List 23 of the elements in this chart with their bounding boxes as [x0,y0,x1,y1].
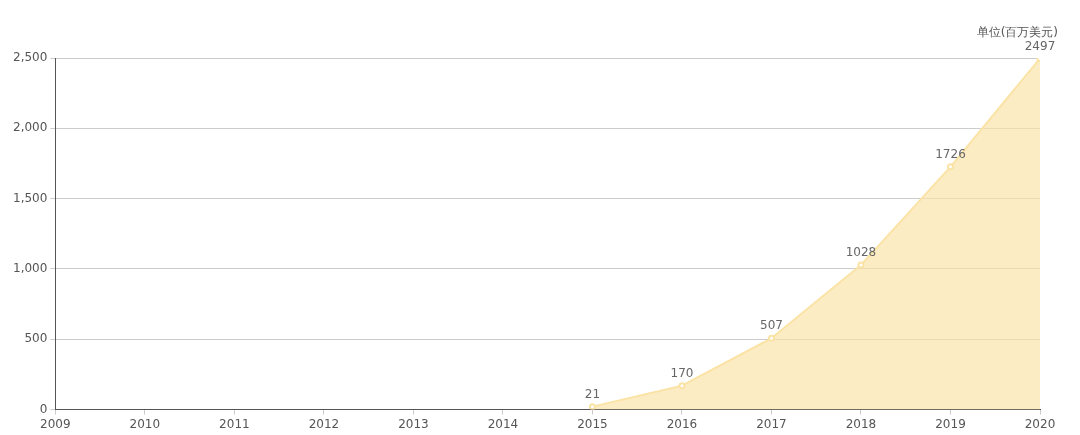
y-tick-label: 1,500 [12,190,48,205]
x-tick-label: 2015 [577,416,608,431]
x-tick-label: 2009 [40,416,71,431]
x-tick-label: 2014 [487,416,519,431]
x-tick-label: 2010 [129,416,161,431]
x-tick-label: 2020 [1024,416,1056,431]
x-tick-label: 2019 [935,416,966,431]
text: 单位(百万美元) [976,24,1058,41]
y-tick-label: 500 [24,331,48,346]
data-label: 2497 [1024,38,1056,53]
y-tick-label: 1,000 [12,261,48,276]
x-tick-label: 2011 [219,416,250,431]
y-tick-label: 2,000 [12,120,48,135]
x-tick-label: 2017 [756,416,787,431]
x-tick-label: 2013 [398,416,429,431]
x-tick-label: 2018 [845,416,877,431]
data-label: 21 [584,386,601,401]
y-tick-label: 0 [39,401,48,416]
x-tick-label: 2012 [308,416,340,431]
y-tick-label: 2,500 [12,50,48,65]
data-label: 170 [670,365,694,380]
x-tick-label: 2016 [666,416,698,431]
data-label: 507 [760,318,783,333]
